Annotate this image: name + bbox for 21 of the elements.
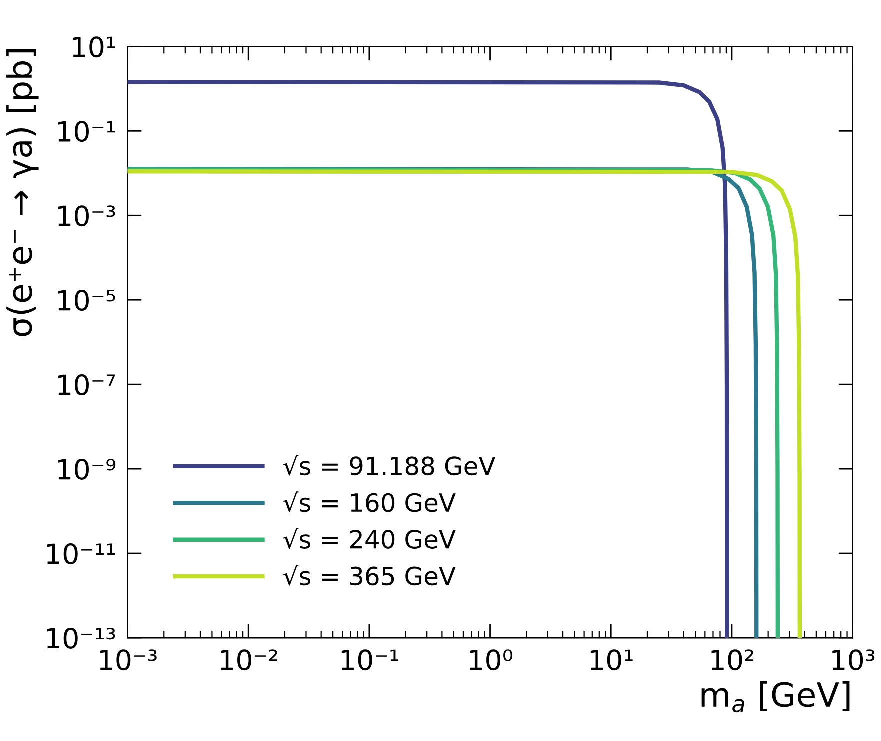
legend-label: √s = 160 GeV	[283, 492, 456, 512]
y-axis-title: σ(e⁺e⁻ → γa) [pb]	[6, 50, 39, 336]
y-tick-label: 10⁻⁵	[58, 290, 116, 312]
y-tick-label: 10⁻⁹	[58, 458, 116, 480]
legend-label: √s = 91.188 GeV	[283, 454, 496, 476]
x-tick-label: 10⁻¹	[342, 650, 398, 671]
y-tick-label: 10⁻¹³	[47, 628, 116, 649]
y-tick-label: 10¹	[73, 36, 116, 58]
x-tick-label: 10²	[712, 650, 754, 671]
x-tick-label: 10³	[832, 650, 875, 671]
legend-label: √s = 365 GeV	[283, 565, 456, 586]
y-tick-label: 10⁻⁷	[58, 374, 116, 396]
x-tick-label: 10⁰	[470, 650, 513, 671]
y-tick-label: 10⁻¹	[58, 121, 116, 142]
x-tick-label: 10⁻³	[100, 650, 157, 671]
legend-label: √s = 240 GeV	[283, 528, 456, 550]
x-tick-label: 10⁻²	[221, 650, 278, 671]
x-axis-title: m$_{a}$ [GeV]	[702, 682, 850, 713]
y-tick-label: 10⁻³	[58, 206, 116, 227]
y-tick-label: 10⁻¹¹	[47, 543, 116, 564]
x-tick-label: 10¹	[590, 650, 633, 671]
